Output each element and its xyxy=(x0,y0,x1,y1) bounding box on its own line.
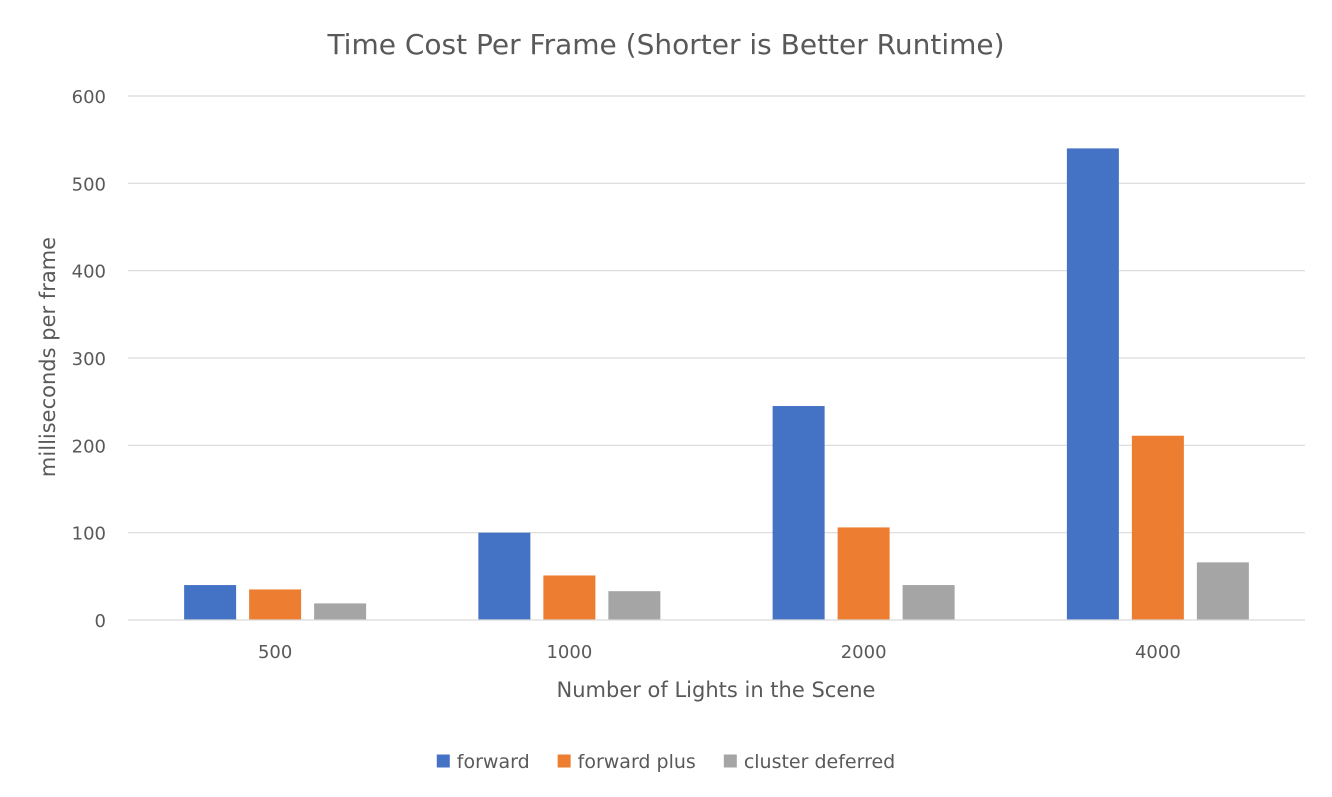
bar-forward-500 xyxy=(184,585,237,620)
x-tick-label: 1000 xyxy=(546,642,592,663)
bar-forward-plus-2000 xyxy=(837,527,890,620)
legend-swatch-forward xyxy=(436,754,450,768)
bar-cluster-deferred-1000 xyxy=(608,591,661,620)
legend-swatch-cluster-deferred xyxy=(723,754,737,768)
bar-cluster-deferred-2000 xyxy=(902,585,955,620)
y-tick-label: 300 xyxy=(72,349,106,370)
y-tick-label: 200 xyxy=(72,436,106,457)
x-tick-label: 4000 xyxy=(1135,642,1181,663)
legend-label-forward-plus: forward plus xyxy=(578,751,696,773)
bar-forward-plus-500 xyxy=(249,589,302,620)
bars xyxy=(184,148,1249,620)
chart-title: Time Cost Per Frame (Shorter is Better R… xyxy=(326,28,1004,61)
y-tick-label: 500 xyxy=(72,174,106,195)
x-axis-ticks: 500 1000 2000 4000 xyxy=(258,642,1181,663)
bar-forward-1000 xyxy=(478,532,531,620)
y-tick-label: 600 xyxy=(72,87,106,108)
y-tick-label: 400 xyxy=(72,262,106,283)
bar-forward-plus-4000 xyxy=(1131,435,1184,620)
x-tick-label: 500 xyxy=(258,642,292,663)
x-tick-label: 2000 xyxy=(841,642,887,663)
legend-label-cluster-deferred: cluster deferred xyxy=(744,751,895,773)
y-axis-ticks: 0 100 200 300 400 500 600 xyxy=(72,87,106,632)
legend-label-forward: forward xyxy=(457,751,530,773)
gridlines xyxy=(128,95,1305,534)
bar-forward-2000 xyxy=(772,406,825,620)
bar-cluster-deferred-500 xyxy=(314,603,367,620)
bar-forward-4000 xyxy=(1066,148,1119,620)
legend-swatch-forward-plus xyxy=(557,754,571,768)
bar-forward-plus-1000 xyxy=(543,575,596,620)
y-tick-label: 100 xyxy=(72,524,106,545)
y-tick-label: 0 xyxy=(95,611,106,632)
bar-cluster-deferred-4000 xyxy=(1196,562,1249,620)
legend: forward forward plus cluster deferred xyxy=(436,751,895,773)
y-axis-label: milliseconds per frame xyxy=(36,237,60,477)
x-axis-label: Number of Lights in the Scene xyxy=(557,678,876,702)
